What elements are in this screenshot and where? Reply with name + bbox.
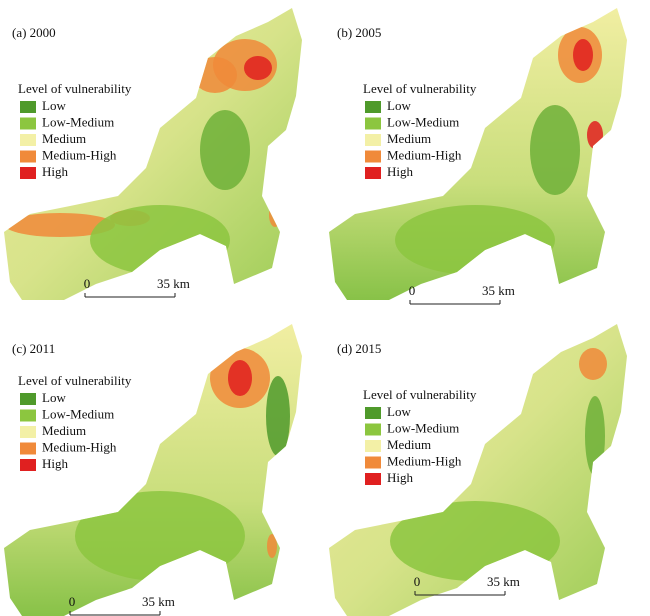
legend-swatch [365, 473, 381, 485]
hotspot [228, 360, 252, 396]
legend-title: Level of vulnerability [18, 373, 132, 388]
hotspot [390, 501, 560, 581]
legend-swatch [365, 134, 381, 146]
legend-swatch [20, 459, 36, 471]
legend-swatch [20, 442, 36, 455]
scale-end: 35 km [157, 276, 190, 291]
legend-label: Low-Medium [387, 420, 459, 435]
legend-swatch [20, 393, 36, 405]
legend-swatch [365, 456, 381, 469]
hotspots [75, 348, 290, 581]
legend-label: Low-Medium [42, 406, 114, 421]
legend-swatch [20, 117, 36, 130]
legend-swatch [365, 407, 381, 419]
legend-swatch [20, 426, 36, 438]
scale-end: 35 km [487, 574, 520, 589]
legend-label: Low [387, 98, 411, 113]
legend-swatch [20, 409, 36, 422]
hotspot [269, 203, 281, 227]
scale-end: 35 km [482, 283, 515, 298]
legend-label: Low [387, 404, 411, 419]
legend-label: Low [42, 390, 66, 405]
legend-title: Level of vulnerability [363, 387, 477, 402]
hotspot [75, 491, 245, 581]
legend-swatch [365, 101, 381, 113]
legend-label: Medium-High [42, 147, 117, 162]
hotspot [579, 348, 607, 380]
legend-label: Medium [42, 131, 86, 146]
legend-label: Medium-High [387, 147, 462, 162]
legend-swatch [20, 101, 36, 113]
legend-title: Level of vulnerability [363, 81, 477, 96]
legend-swatch [365, 423, 381, 436]
legend-label: High [387, 470, 414, 485]
legend-label: High [42, 456, 69, 471]
map-panel: (d) 2015 Level of vulnerability LowLow-Med… [329, 324, 627, 616]
legend-label: Medium [387, 437, 431, 452]
scale-start: 0 [409, 283, 416, 298]
legend-label: Medium [42, 423, 86, 438]
map-panel: (c) 2011 Level of vulnerability LowLow-Med… [4, 324, 302, 616]
legend-label: Medium-High [387, 453, 462, 468]
hotspot [5, 213, 115, 237]
hotspot [267, 534, 277, 558]
legend-label: Medium-High [42, 439, 117, 454]
legend-swatch [20, 167, 36, 179]
legend-label: Low-Medium [387, 114, 459, 129]
legend-swatch [365, 440, 381, 452]
legend-label: High [42, 164, 69, 179]
legend-swatch [365, 117, 381, 130]
panel-label: (a) 2000 [12, 25, 56, 40]
map [329, 324, 627, 616]
map [4, 324, 302, 616]
panel-label: (b) 2005 [337, 25, 381, 40]
hotspot [530, 105, 580, 195]
map-panel: (b) 2005 Level of vulnerability LowLow-Med… [329, 8, 627, 305]
legend-swatch [20, 134, 36, 146]
scale-start: 0 [414, 574, 421, 589]
hotspot [395, 205, 555, 275]
hotspot [90, 205, 230, 275]
hotspot [587, 121, 603, 149]
scale-end: 35 km [142, 594, 175, 609]
legend-label: Low [42, 98, 66, 113]
hotspot [193, 57, 237, 93]
hotspot [244, 56, 272, 80]
legend-swatch [365, 150, 381, 163]
hotspot [573, 39, 593, 71]
legend-swatch [20, 150, 36, 163]
scale-start: 0 [69, 594, 76, 609]
map-panel: (a) 2000 Level of vulnerability LowLow-Med… [4, 8, 302, 300]
legend-label: Low-Medium [42, 114, 114, 129]
hotspot [266, 376, 290, 456]
legend-label: Medium [387, 131, 431, 146]
hotspot [200, 110, 250, 190]
legend-title: Level of vulnerability [18, 81, 132, 96]
panel-label: (c) 2011 [12, 341, 55, 356]
panel-label: (d) 2015 [337, 341, 381, 356]
legend-swatch [365, 167, 381, 179]
hotspot [585, 396, 605, 476]
hotspot [600, 203, 610, 227]
scale-start: 0 [84, 276, 91, 291]
legend-label: High [387, 164, 414, 179]
